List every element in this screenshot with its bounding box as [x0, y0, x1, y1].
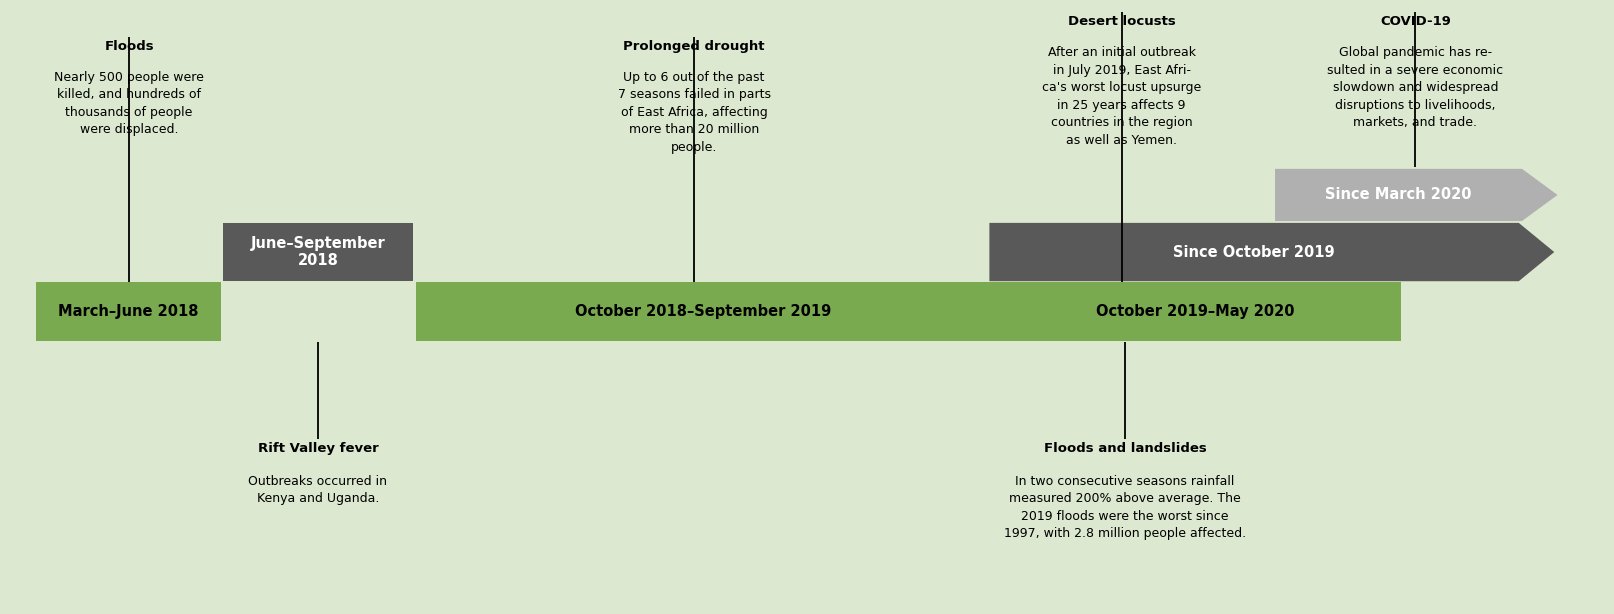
Text: Up to 6 out of the past
7 seasons failed in parts
of East Africa, affecting
more: Up to 6 out of the past 7 seasons failed… — [618, 71, 770, 154]
Text: Desert locusts: Desert locusts — [1068, 15, 1175, 28]
Text: October 2018–September 2019: October 2018–September 2019 — [575, 304, 831, 319]
Text: Nearly 500 people were
killed, and hundreds of
thousands of people
were displace: Nearly 500 people were killed, and hundr… — [55, 71, 203, 136]
Text: Since March 2020: Since March 2020 — [1325, 187, 1472, 203]
Text: After an initial outbreak
in July 2019, East Afri-
ca's worst locust upsurge
in : After an initial outbreak in July 2019, … — [1043, 46, 1201, 147]
Text: Prolonged drought: Prolonged drought — [623, 40, 765, 53]
Text: June–September
2018: June–September 2018 — [250, 236, 386, 268]
Polygon shape — [989, 223, 1554, 281]
Polygon shape — [1275, 169, 1558, 221]
Text: Outbreaks occurred in
Kenya and Uganda.: Outbreaks occurred in Kenya and Uganda. — [249, 475, 387, 505]
Text: Rift Valley fever: Rift Valley fever — [258, 442, 378, 455]
Text: Floods: Floods — [105, 40, 153, 53]
Text: Global pandemic has re-
sulted in a severe economic
slowdown and widespread
disr: Global pandemic has re- sulted in a seve… — [1327, 46, 1504, 129]
FancyBboxPatch shape — [36, 282, 221, 341]
Text: COVID-19: COVID-19 — [1380, 15, 1451, 28]
FancyBboxPatch shape — [416, 282, 989, 341]
Text: In two consecutive seasons rainfall
measured 200% above average. The
2019 floods: In two consecutive seasons rainfall meas… — [1004, 475, 1246, 540]
Text: Since October 2019: Since October 2019 — [1173, 244, 1335, 260]
Text: Floods and landslides: Floods and landslides — [1044, 442, 1206, 455]
FancyBboxPatch shape — [989, 282, 1401, 341]
FancyBboxPatch shape — [223, 223, 413, 281]
Text: October 2019–May 2020: October 2019–May 2020 — [1096, 304, 1294, 319]
Text: March–June 2018: March–June 2018 — [58, 304, 199, 319]
